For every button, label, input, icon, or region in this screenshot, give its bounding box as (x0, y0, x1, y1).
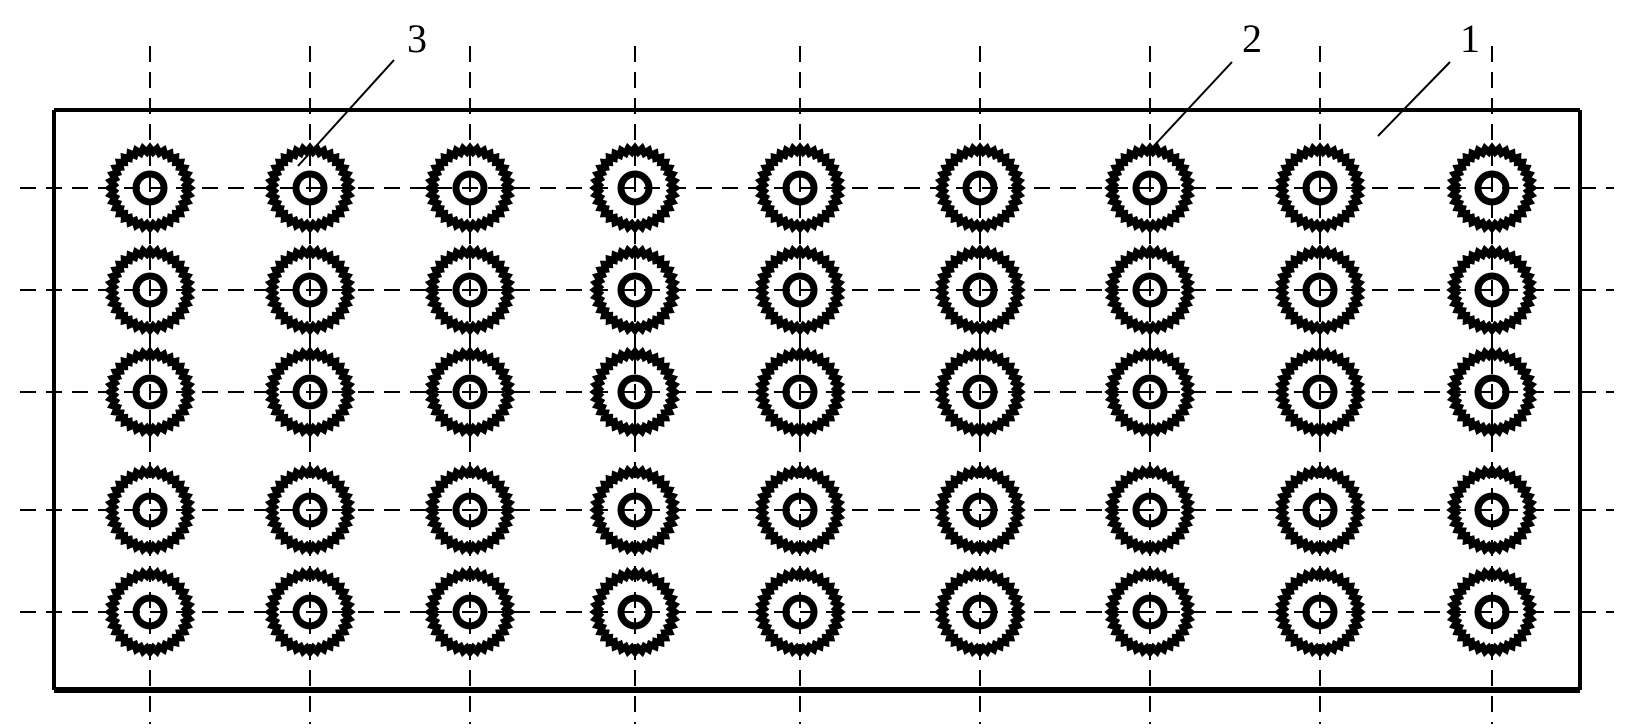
label-1: 1 (1460, 16, 1480, 61)
diagram-svg: 3 2 1 (0, 0, 1642, 728)
diagram-stage: 3 2 1 (0, 0, 1642, 728)
label-2: 2 (1242, 16, 1262, 61)
label-3: 3 (407, 16, 427, 61)
